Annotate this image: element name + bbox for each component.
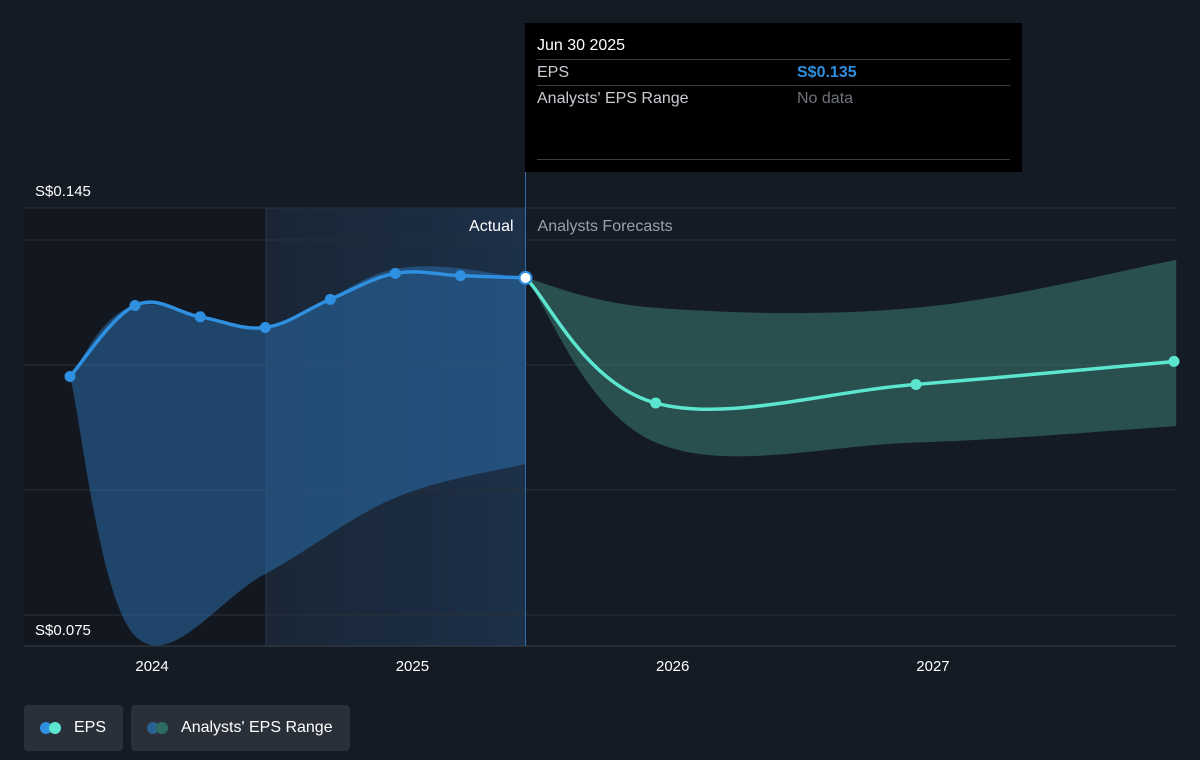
tooltip-eps-label: EPS <box>537 64 570 81</box>
legend-eps-label: EPS <box>74 719 107 736</box>
eps-point <box>454 270 466 282</box>
tooltip-row-range: Analysts' EPS Range No data <box>537 85 1010 111</box>
tooltip-row-eps: EPS S$0.135 <box>537 59 1010 85</box>
y-tick-label: S$0.145 <box>35 183 91 200</box>
y-tick-label: S$0.075 <box>35 622 91 639</box>
eps-range-area-actual <box>70 266 526 646</box>
x-tick-label: 2027 <box>916 658 949 675</box>
tooltip-range-value: No data <box>797 90 854 107</box>
eps-forecast-point <box>910 378 922 390</box>
legend-item-eps-range[interactable]: Analysts' EPS Range <box>131 705 350 751</box>
forecast-label: Analysts Forecasts <box>538 218 673 235</box>
tooltip: Jun 30 2025 EPS S$0.135 Analysts' EPS Ra… <box>525 23 1022 172</box>
tooltip-eps-value: S$0.135 <box>797 64 857 81</box>
eps-forecast-line <box>523 276 1179 412</box>
range-legend-dot-forecast <box>156 722 169 734</box>
x-tick-label: 2024 <box>135 658 168 675</box>
eps-point <box>259 322 271 334</box>
legend-range-label: Analysts' EPS Range <box>181 719 333 736</box>
eps-forecast-point <box>1168 355 1180 367</box>
legend: EPS Analysts' EPS Range <box>24 705 350 751</box>
legend-item-eps[interactable]: EPS <box>24 705 124 751</box>
tooltip-divider <box>537 159 1010 160</box>
eps-range-area-forecast <box>525 259 1177 457</box>
eps-range-legend-icon <box>147 722 169 734</box>
eps-forecast-point <box>650 397 662 409</box>
tooltip-date: Jun 30 2025 <box>537 37 626 54</box>
eps-point <box>389 267 401 279</box>
eps-point <box>324 293 336 305</box>
eps-legend-dot-forecast <box>49 722 61 734</box>
eps-highlight-point <box>518 270 533 285</box>
tooltip-range-label: Analysts' EPS Range <box>537 90 689 107</box>
eps-point <box>64 371 76 383</box>
x-tick-label: 2025 <box>396 658 429 675</box>
eps-legend-icon <box>40 722 62 734</box>
eps-point <box>194 311 206 323</box>
eps-point <box>129 300 141 312</box>
actual-label: Actual <box>469 218 513 235</box>
x-tick-label: 2026 <box>656 658 689 675</box>
